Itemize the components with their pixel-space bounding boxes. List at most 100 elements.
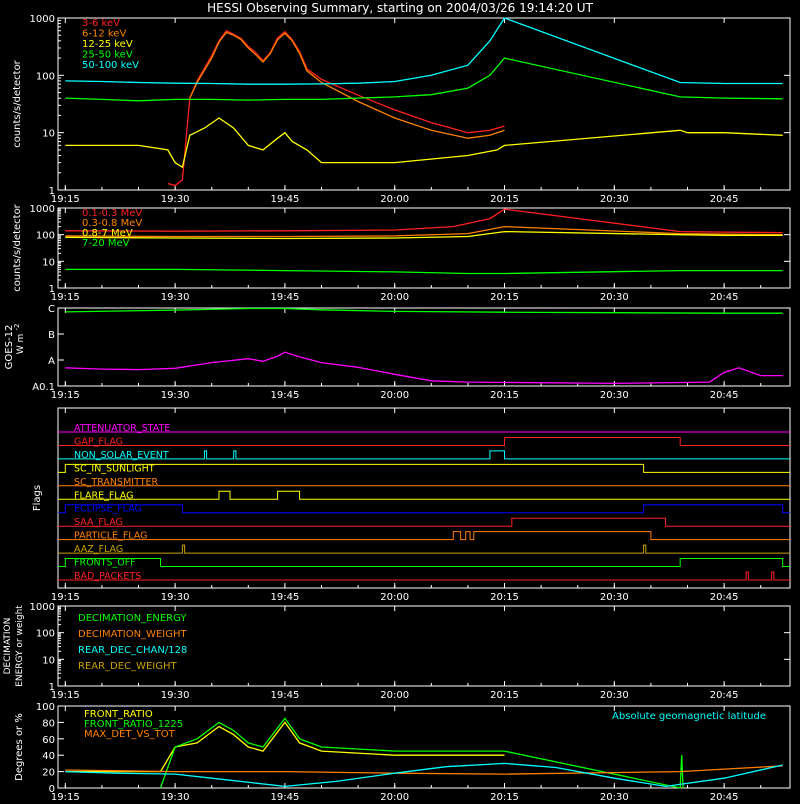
low-energy-series-line bbox=[167, 29, 505, 187]
flag-label: BAD_PACKETS bbox=[74, 571, 141, 582]
flags-frame bbox=[57, 407, 791, 589]
goes-ytick-label: A0.1 bbox=[32, 382, 55, 393]
high-energy-xtick-label: 20:45 bbox=[710, 292, 739, 303]
low-energy-legend-entry: 25-50 keV bbox=[82, 50, 133, 61]
ratios-xtick-label: 19:45 bbox=[271, 792, 300, 800]
high-energy-xtick-label: 19:15 bbox=[51, 292, 80, 303]
decimation-frame bbox=[57, 605, 791, 687]
goes-xtick-label: 20:00 bbox=[380, 390, 409, 401]
flag-label: NON_SOLAR_EVENT bbox=[74, 450, 169, 461]
high-energy-legend-entry: 0.3-0.8 MeV bbox=[82, 218, 142, 229]
goes-ylabel-exponent: -2 bbox=[13, 324, 21, 331]
flag-trace bbox=[58, 544, 790, 554]
decimation-legend-entry: DECIMATION_ENERGY bbox=[78, 613, 187, 624]
high-energy-xtick-label: 20:00 bbox=[380, 292, 409, 303]
ratios-xtick-label: 19:15 bbox=[51, 792, 80, 800]
low-energy-series-line bbox=[65, 17, 783, 85]
flag-trace bbox=[58, 531, 790, 541]
low-energy-ytick-label: 100 bbox=[36, 71, 55, 82]
ratios-xtick-label: 20:30 bbox=[600, 792, 629, 800]
high-energy-series-line bbox=[65, 268, 783, 275]
flag-label: FLARE_FLAG bbox=[74, 490, 134, 501]
decimation-axes: 19:15 19:30 19:45 20:00 20:15 20:30 20:45 bbox=[51, 605, 791, 701]
flag-label: GAP_FLAG bbox=[74, 436, 123, 447]
flag-label: AAZ_FLAG bbox=[74, 544, 123, 555]
decimation-xtick-label: 19:30 bbox=[161, 690, 190, 701]
low-energy-xtick-label: 20:30 bbox=[600, 194, 629, 205]
flag-label: PARTICLE_FLAG bbox=[74, 531, 147, 542]
flag-trace bbox=[58, 504, 790, 514]
high-energy-axes: 19:15 19:30 19:45 20:00 20:15 20:30 20:45 bbox=[51, 207, 791, 303]
low-energy-legend-entry: 6-12 keV bbox=[82, 29, 126, 40]
ratios-axes: 19:15 19:30 19:45 20:00 20:15 20:30 20:45 bbox=[51, 705, 791, 803]
goes-ylabel: GOES-12 bbox=[4, 325, 15, 370]
goes-xtick-label: 20:30 bbox=[600, 390, 629, 401]
flag-label: ECLIPSE_FLAG bbox=[74, 504, 142, 515]
ratios-series-line bbox=[65, 762, 783, 788]
goes-frame bbox=[57, 307, 791, 387]
high-energy-legend-entry: 7-20 MeV bbox=[82, 238, 130, 249]
goes-ytick-label: A bbox=[48, 356, 55, 367]
high-energy-xtick-label: 19:30 bbox=[161, 292, 190, 303]
low-energy-xtick-label: 20:45 bbox=[710, 194, 739, 205]
ratios-xtick-label: 20:45 bbox=[710, 792, 739, 800]
low-energy-xtick-label: 19:15 bbox=[51, 194, 80, 205]
goes-ytick-label: C bbox=[48, 304, 55, 315]
ratios-legend-entry: FRONT_RATIO bbox=[84, 709, 153, 720]
low-energy-ytick-label: 10 bbox=[42, 129, 55, 140]
goes-series-line bbox=[65, 351, 783, 385]
flag-label: SC_IN_SUNLIGHT bbox=[74, 463, 155, 474]
decimation-xtick-label: 19:45 bbox=[271, 690, 300, 701]
low-energy-ylabel: counts/s/detector bbox=[12, 59, 23, 147]
low-energy-legend-entry: 12-25 keV bbox=[82, 39, 133, 50]
high-energy-frame bbox=[57, 207, 791, 289]
flag-label: FRONTS_OFF bbox=[74, 558, 136, 569]
ratios-ytick-label: 60 bbox=[42, 735, 55, 746]
flag-trace bbox=[58, 437, 790, 446]
ratios-ytick-label: 0 bbox=[49, 784, 55, 795]
ratios-xtick-label: 20:15 bbox=[490, 792, 519, 800]
high-energy-xtick-label: 20:30 bbox=[600, 292, 629, 303]
flags-xtick-label: 20:00 bbox=[380, 592, 409, 603]
decimation-legend-entry: DECIMATION_WEIGHT bbox=[78, 629, 187, 640]
flag-label: ATTENUATOR_STATE bbox=[74, 423, 170, 434]
flags-xtick-label: 20:45 bbox=[710, 592, 739, 603]
decimation-ylabel2: ENERGY or weight bbox=[15, 605, 25, 687]
ratios-xtick-label: 19:30 bbox=[161, 792, 190, 800]
high-energy-ytick-label: 100 bbox=[36, 231, 55, 242]
flag-trace bbox=[58, 490, 790, 500]
decimation-xtick-label: 20:15 bbox=[490, 690, 519, 701]
decimation-ylabel: DECIMATION bbox=[3, 618, 13, 675]
ratios-ytick-label: 100 bbox=[36, 702, 55, 713]
goes-ytick-label: B bbox=[48, 330, 55, 341]
decimation-xtick-label: 19:15 bbox=[51, 690, 80, 701]
low-energy-ytick-label: 1000 bbox=[30, 14, 55, 25]
flag-label: SC_TRANSMITTER bbox=[74, 477, 159, 488]
high-energy-xtick-label: 20:15 bbox=[490, 292, 519, 303]
goes-xtick-label: 19:45 bbox=[271, 390, 300, 401]
low-energy-series-line bbox=[65, 117, 783, 169]
ratios-legend-entry: FRONT_RATIO_1225 bbox=[84, 719, 183, 730]
goes-xtick-label: 19:30 bbox=[161, 390, 190, 401]
flags-xtick-label: 19:45 bbox=[271, 592, 300, 603]
low-energy-series-line bbox=[65, 57, 783, 102]
low-energy-xtick-label: 19:45 bbox=[271, 194, 300, 205]
goes-xtick-label: 19:15 bbox=[51, 390, 80, 401]
chart-title: HESSI Observing Summary, starting on 200… bbox=[207, 1, 593, 15]
geomagnetic-latitude-annotation: Absolute geomagnetic latitude bbox=[612, 711, 766, 722]
flags-xtick-label: 20:15 bbox=[490, 592, 519, 603]
high-energy-legend-entry: 0.1-0.3 MeV bbox=[82, 208, 142, 219]
ratios-ytick-label: 20 bbox=[42, 768, 55, 779]
flag-trace bbox=[58, 558, 790, 567]
goes-series-line bbox=[65, 307, 783, 314]
ratios-ytick-label: 40 bbox=[42, 751, 55, 762]
decimation-ytick-label: 1000 bbox=[30, 602, 55, 613]
flags-ylabel: Flags bbox=[32, 485, 43, 511]
low-energy-frame bbox=[57, 17, 791, 191]
ratios-legend-entry: MAX_DET_VS_TOT bbox=[84, 729, 176, 740]
ratios-ylabel: Degrees or % bbox=[14, 713, 25, 781]
low-energy-axes: 19:15 19:30 19:45 20:00 20:15 20:30 20:45 bbox=[51, 17, 791, 205]
decimation-ytick-label: 1 bbox=[49, 682, 55, 693]
low-energy-xtick-label: 20:00 bbox=[380, 194, 409, 205]
